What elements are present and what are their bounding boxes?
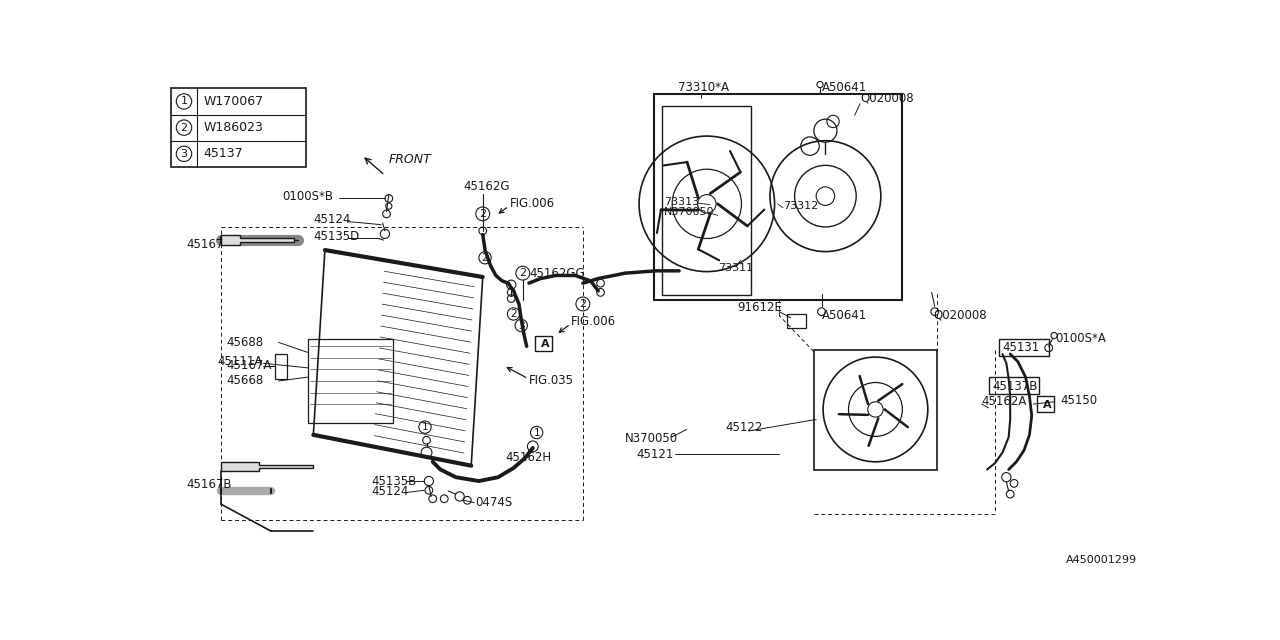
Bar: [275, 354, 287, 379]
Bar: [662, 106, 750, 294]
Text: 45121: 45121: [636, 447, 675, 461]
Text: 0100S*A: 0100S*A: [1055, 332, 1106, 345]
Bar: [988, 377, 1038, 394]
Text: A50641: A50641: [822, 81, 867, 94]
Text: 45135B: 45135B: [371, 474, 416, 488]
Text: 45162A: 45162A: [982, 396, 1027, 408]
Text: 45688: 45688: [227, 336, 264, 349]
Text: 45150: 45150: [1060, 394, 1097, 406]
Text: FIG.006: FIG.006: [571, 315, 617, 328]
Text: 2: 2: [520, 268, 526, 278]
Text: 45124: 45124: [371, 484, 408, 497]
Text: A50641: A50641: [822, 309, 867, 322]
Text: 45124: 45124: [314, 212, 351, 226]
Bar: [814, 350, 937, 470]
Text: 45167B: 45167B: [187, 479, 232, 492]
Text: 2: 2: [511, 309, 517, 319]
Text: W170067: W170067: [204, 95, 264, 108]
Text: FIG.035: FIG.035: [529, 374, 573, 387]
Text: 45122: 45122: [726, 420, 763, 434]
Text: 2: 2: [481, 253, 489, 263]
Text: 2: 2: [479, 209, 486, 219]
Bar: [308, 339, 393, 423]
Text: 45162GG: 45162GG: [529, 267, 585, 280]
Bar: [1037, 396, 1055, 412]
Text: N370050: N370050: [625, 432, 678, 445]
Text: FIG.006: FIG.006: [509, 197, 554, 211]
Text: 45137: 45137: [204, 147, 243, 160]
Text: 0100S*B: 0100S*B: [283, 189, 334, 203]
Text: 73310*A: 73310*A: [677, 81, 728, 94]
Text: 3: 3: [180, 148, 187, 159]
Text: 73311: 73311: [718, 263, 753, 273]
Text: N370050: N370050: [664, 207, 714, 216]
Text: Q020008: Q020008: [860, 92, 914, 105]
Text: 45137B: 45137B: [992, 380, 1038, 393]
Bar: [654, 93, 902, 300]
Text: 1: 1: [180, 97, 187, 106]
Text: W186023: W186023: [204, 121, 264, 134]
Text: 45668: 45668: [227, 374, 264, 387]
Bar: [787, 314, 806, 328]
Text: 2: 2: [180, 123, 188, 132]
Text: 45111A: 45111A: [218, 355, 262, 368]
Text: 73313: 73313: [664, 196, 699, 207]
Text: 45167A: 45167A: [227, 359, 271, 372]
Text: 45167: 45167: [187, 238, 224, 251]
Bar: [535, 335, 552, 351]
Text: 2: 2: [580, 299, 586, 309]
Text: 3: 3: [518, 321, 525, 330]
Polygon shape: [221, 462, 314, 471]
Text: A450001299: A450001299: [1066, 556, 1137, 565]
Bar: [998, 339, 1048, 356]
Text: 45131: 45131: [1002, 341, 1039, 355]
Text: 73312: 73312: [783, 201, 818, 211]
Text: A: A: [1042, 400, 1051, 410]
Bar: [172, 88, 306, 167]
Text: A: A: [540, 339, 549, 349]
Text: 45162G: 45162G: [463, 180, 509, 193]
Polygon shape: [221, 236, 294, 244]
Text: 45162H: 45162H: [506, 451, 552, 465]
Text: 1: 1: [421, 422, 429, 432]
Text: 1: 1: [534, 428, 540, 438]
Text: FRONT: FRONT: [389, 154, 431, 166]
Text: 91612E: 91612E: [737, 301, 782, 314]
Text: Q020008: Q020008: [933, 309, 987, 322]
Text: 45135D: 45135D: [314, 230, 360, 243]
Text: 0474S: 0474S: [475, 496, 512, 509]
